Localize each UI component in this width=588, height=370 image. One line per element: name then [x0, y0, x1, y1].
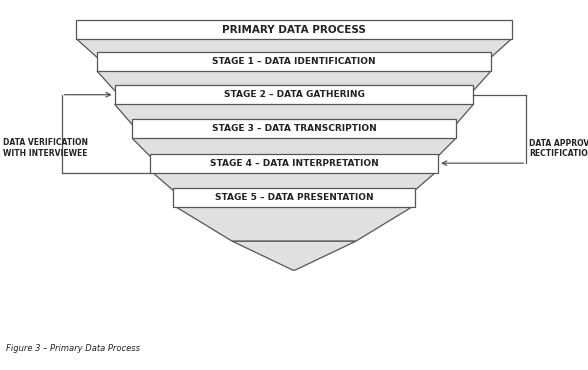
- Text: Figure 3 – Primary Data Process: Figure 3 – Primary Data Process: [6, 344, 140, 353]
- Text: PRIMARY DATA PROCESS: PRIMARY DATA PROCESS: [222, 24, 366, 35]
- Bar: [132, 119, 456, 138]
- Text: STAGE 2 – DATA GATHERING: STAGE 2 – DATA GATHERING: [223, 90, 365, 99]
- Polygon shape: [132, 138, 456, 159]
- Bar: [76, 20, 512, 39]
- Polygon shape: [115, 104, 473, 125]
- Text: STAGE 4 – DATA INTERPRETATION: STAGE 4 – DATA INTERPRETATION: [210, 159, 378, 168]
- Bar: [173, 188, 415, 207]
- Text: DATA VERIFICATION
WITH INTERVIEWEE: DATA VERIFICATION WITH INTERVIEWEE: [3, 138, 88, 158]
- Polygon shape: [153, 173, 435, 193]
- Text: STAGE 5 – DATA PRESENTATION: STAGE 5 – DATA PRESENTATION: [215, 193, 373, 202]
- Polygon shape: [97, 71, 491, 91]
- Bar: [150, 154, 438, 173]
- Text: STAGE 3 – DATA TRANSCRIPTION: STAGE 3 – DATA TRANSCRIPTION: [212, 124, 376, 133]
- Polygon shape: [176, 207, 412, 241]
- Bar: [115, 85, 473, 104]
- Bar: [97, 52, 491, 71]
- Polygon shape: [232, 241, 356, 270]
- Polygon shape: [76, 39, 512, 57]
- Text: STAGE 1 – DATA IDENTIFICATION: STAGE 1 – DATA IDENTIFICATION: [212, 57, 376, 66]
- Text: DATA APPROVAL/
RECTIFICATION: DATA APPROVAL/ RECTIFICATION: [529, 138, 588, 158]
